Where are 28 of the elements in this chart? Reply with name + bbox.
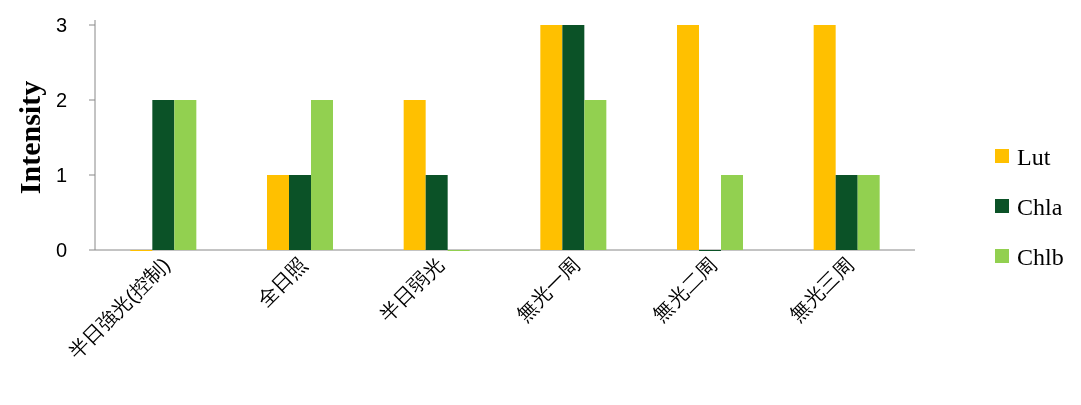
bar (813, 25, 836, 250)
x-tick-label: 無光三周 (785, 253, 858, 326)
bar (721, 175, 743, 250)
y-tick-label: 0 (55, 239, 67, 261)
y-tick-label: 1 (55, 164, 67, 186)
bar (677, 25, 699, 250)
bar (267, 175, 289, 250)
bar (174, 100, 197, 250)
legend-label: Chla (1017, 194, 1063, 220)
bar (289, 175, 311, 250)
y-tick-label: 3 (55, 14, 67, 36)
y-axis-title: Intensity (13, 80, 46, 195)
bar (403, 100, 426, 250)
bar (562, 25, 585, 250)
bar (152, 100, 175, 250)
legend-label: Lut (1017, 144, 1051, 170)
bar (584, 100, 607, 250)
legend-label: Chlb (1017, 244, 1064, 270)
bar (835, 175, 858, 250)
y-tick-label: 2 (55, 89, 67, 111)
bar (540, 25, 563, 250)
x-tick-label: 半日弱光 (375, 253, 448, 326)
bar (425, 175, 448, 250)
bar (311, 100, 333, 250)
x-tick-label: 無光二周 (648, 253, 721, 326)
x-tick-label: 無光一周 (512, 253, 585, 326)
x-tick-label: 全日照 (252, 253, 311, 312)
bar (857, 175, 880, 250)
